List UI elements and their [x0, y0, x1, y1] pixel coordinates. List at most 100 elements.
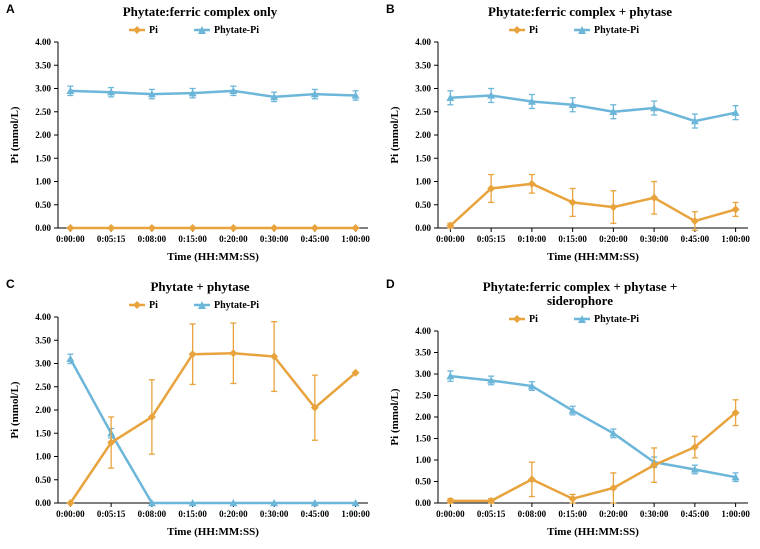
- panel-b: BPhytate:ferric complex + phytasePiPhyta…: [380, 0, 760, 275]
- x-tick-label: 0:20:00: [219, 234, 248, 244]
- y-tick-label: 2.50: [35, 381, 51, 391]
- x-tick-label: 0:15:00: [558, 509, 587, 519]
- panel-letter: D: [386, 277, 395, 291]
- y-tick-label: 2.50: [415, 107, 431, 117]
- y-tick-label: 1.50: [35, 153, 51, 163]
- y-tick-label: 4.00: [35, 37, 51, 47]
- legend-label: Phytate-Pi: [594, 314, 639, 325]
- series-pi: [66, 321, 359, 506]
- x-axis-label: Time (HH:MM:SS): [167, 526, 259, 538]
- y-tick-label: 3.00: [35, 84, 51, 94]
- y-tick-label: 0.00: [35, 498, 51, 508]
- x-tick-label: 0:08:00: [138, 509, 167, 519]
- x-tick-label: 0:20:00: [599, 509, 628, 519]
- x-tick-label: 0:05:15: [477, 509, 506, 519]
- y-tick-label: 0.50: [415, 200, 431, 210]
- y-tick-label: 1.50: [415, 433, 431, 443]
- y-tick-label: 3.50: [35, 60, 51, 70]
- series-phytate: [446, 89, 739, 129]
- x-tick-label: 0:15:00: [178, 509, 207, 519]
- x-tick-label: 1:00:00: [341, 234, 370, 244]
- x-tick-label: 1:00:00: [721, 509, 750, 519]
- x-tick-label: 0:05:15: [477, 234, 506, 244]
- x-tick-label: 0:45:00: [681, 509, 710, 519]
- panel-letter: A: [6, 2, 15, 16]
- y-axis-label: Pi (mmol/L): [9, 106, 21, 163]
- x-tick-label: 0:45:00: [681, 234, 710, 244]
- y-tick-label: 1.50: [415, 153, 431, 163]
- panel-c: CPhytate + phytasePiPhytate-Pi0.000.501.…: [0, 275, 380, 549]
- panel-letter: B: [386, 2, 395, 16]
- series-pi: [66, 224, 359, 232]
- chart: Phytate:ferric complex + phytase +sidero…: [380, 275, 760, 549]
- x-tick-label: 1:00:00: [721, 234, 750, 244]
- y-tick-label: 2.50: [415, 390, 431, 400]
- y-tick-label: 0.50: [415, 476, 431, 486]
- chart: Phytate:ferric complex + phytase Pi Phytat…: [380, 0, 760, 274]
- x-axis-label: Time (HH:MM:SS): [547, 251, 639, 263]
- y-tick-label: 3.00: [35, 358, 51, 368]
- chart-title: Phytate:ferric complex + phytase: [488, 4, 672, 19]
- legend-label: Pi: [149, 25, 158, 36]
- y-tick-label: 4.00: [35, 312, 51, 322]
- x-tick-label: 0:30:00: [640, 509, 669, 519]
- chart-title: Phytate + phytase: [150, 279, 249, 294]
- y-tick-label: 0.50: [35, 474, 51, 484]
- x-tick-label: 0:00:00: [56, 509, 85, 519]
- y-tick-label: 2.50: [35, 107, 51, 117]
- y-axis-label: Pi (mmol/L): [9, 381, 21, 438]
- legend-label: Pi: [529, 314, 538, 325]
- y-tick-label: 0.00: [415, 498, 431, 508]
- chart-title: siderophore: [547, 293, 613, 308]
- legend-label: Phytate-Pi: [594, 25, 639, 36]
- y-tick-label: 1.00: [415, 177, 431, 187]
- x-tick-label: 0:20:00: [599, 234, 628, 244]
- x-tick-label: 0:05:15: [97, 509, 126, 519]
- y-tick-label: 2.00: [35, 130, 51, 140]
- x-tick-label: 0:10:00: [518, 234, 547, 244]
- x-tick-label: 1:00:00: [341, 509, 370, 519]
- x-tick-label: 0:00:00: [436, 509, 465, 519]
- legend-pi: Pi: [509, 25, 538, 36]
- y-tick-label: 3.00: [415, 84, 431, 94]
- x-tick-label: 0:15:00: [558, 234, 587, 244]
- y-tick-label: 2.00: [35, 405, 51, 415]
- panel-a: A Phytate:ferric complex only Pi Phytate-Pi…: [0, 0, 380, 275]
- y-tick-label: 2.00: [415, 130, 431, 140]
- series-phytate: [446, 370, 739, 481]
- y-tick-label: 2.00: [415, 412, 431, 422]
- series-phytate: [66, 354, 359, 506]
- chart-title: Phytate:ferric complex + phytase +: [483, 279, 678, 294]
- x-tick-label: 0:05:15: [97, 234, 126, 244]
- legend-label: Pi: [529, 25, 538, 36]
- legend-phytate: Phytate-Pi: [574, 314, 639, 325]
- y-tick-label: 1.00: [415, 455, 431, 465]
- y-tick-label: 4.00: [415, 37, 431, 47]
- legend-phytate: Phytate-Pi: [194, 25, 259, 36]
- y-tick-label: 1.00: [35, 177, 51, 187]
- x-tick-label: 0:20:00: [219, 509, 248, 519]
- x-axis-label: Time (HH:MM:SS): [167, 251, 259, 263]
- legend-label: Phytate-Pi: [214, 300, 259, 311]
- y-tick-label: 3.00: [415, 369, 431, 379]
- x-tick-label: 0:08:00: [138, 234, 167, 244]
- y-tick-label: 1.50: [35, 428, 51, 438]
- series-phytate: [66, 86, 359, 101]
- y-tick-label: 1.00: [35, 451, 51, 461]
- legend-phytate: Phytate-Pi: [574, 25, 639, 36]
- chart-title: Phytate:ferric complex only: [123, 4, 278, 19]
- x-tick-label: 0:30:00: [260, 234, 289, 244]
- series-pi: [446, 399, 739, 504]
- x-tick-label: 0:30:00: [260, 509, 289, 519]
- y-tick-label: 3.50: [415, 347, 431, 357]
- x-tick-label: 0:45:00: [301, 509, 330, 519]
- panel-letter: C: [6, 277, 15, 291]
- x-tick-label: 0:30:00: [640, 234, 669, 244]
- series-pi: [446, 175, 739, 231]
- chart: Phytate:ferric complex only Pi Phytate-Pi 0…: [0, 0, 380, 274]
- y-axis-label: Pi (mmol/L): [389, 106, 401, 163]
- x-tick-label: 0:45:00: [301, 234, 330, 244]
- legend-pi: Pi: [129, 25, 158, 36]
- legend-label: Phytate-Pi: [214, 25, 259, 36]
- y-tick-label: 3.50: [35, 335, 51, 345]
